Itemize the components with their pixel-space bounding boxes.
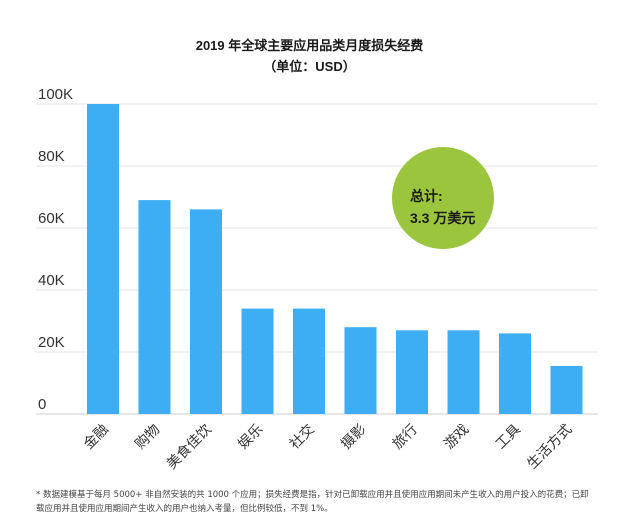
x-tick-label: 游戏 bbox=[441, 422, 472, 453]
y-tick-label: 20K bbox=[38, 334, 65, 351]
total-badge bbox=[392, 147, 494, 249]
bar-chart: 0 20K 40K 60K 80K 100K 金融 购物 美食佳饮 娱乐 社交 摄影 旅行 游戏 工具 生活方… bbox=[36, 86, 598, 473]
x-tick-label: 购物 bbox=[132, 422, 163, 453]
x-tick-label: 摄影 bbox=[338, 422, 369, 453]
bar bbox=[241, 308, 274, 414]
x-tick-label: 生活方式 bbox=[524, 422, 575, 473]
y-tick-label: 40K bbox=[38, 272, 65, 289]
x-tick-label: 社交 bbox=[286, 421, 318, 453]
x-tick-label: 金融 bbox=[81, 422, 112, 453]
total-badge-label: 总计: bbox=[410, 188, 443, 204]
bar bbox=[190, 209, 222, 414]
bar bbox=[293, 308, 325, 414]
y-tick-label: 0 bbox=[38, 396, 46, 413]
y-tick-label: 100K bbox=[38, 86, 73, 103]
x-tick-label: 美食佳饮 bbox=[163, 421, 215, 473]
x-tick-label: 工具 bbox=[493, 422, 524, 453]
footnote: * 数据建模基于每月 5000+ 非自然安装的共 1000 个应用；损失经费是指… bbox=[36, 490, 589, 514]
y-tick-label: 60K bbox=[38, 210, 65, 227]
bar bbox=[87, 104, 119, 414]
bar bbox=[138, 200, 171, 414]
bar bbox=[550, 365, 583, 414]
chart-title: 2019 年全球主要应用品类月度损失经费 bbox=[195, 38, 424, 53]
bar bbox=[499, 333, 531, 414]
total-badge-value: 3.3 万美元 bbox=[410, 210, 476, 226]
bar bbox=[396, 330, 428, 414]
bar bbox=[344, 327, 377, 414]
x-tick-label: 旅行 bbox=[390, 422, 421, 453]
bar bbox=[447, 330, 480, 414]
x-tick-label: 娱乐 bbox=[235, 422, 266, 453]
y-tick-label: 80K bbox=[38, 148, 65, 165]
chart-subtitle: （单位：USD） bbox=[263, 59, 356, 74]
